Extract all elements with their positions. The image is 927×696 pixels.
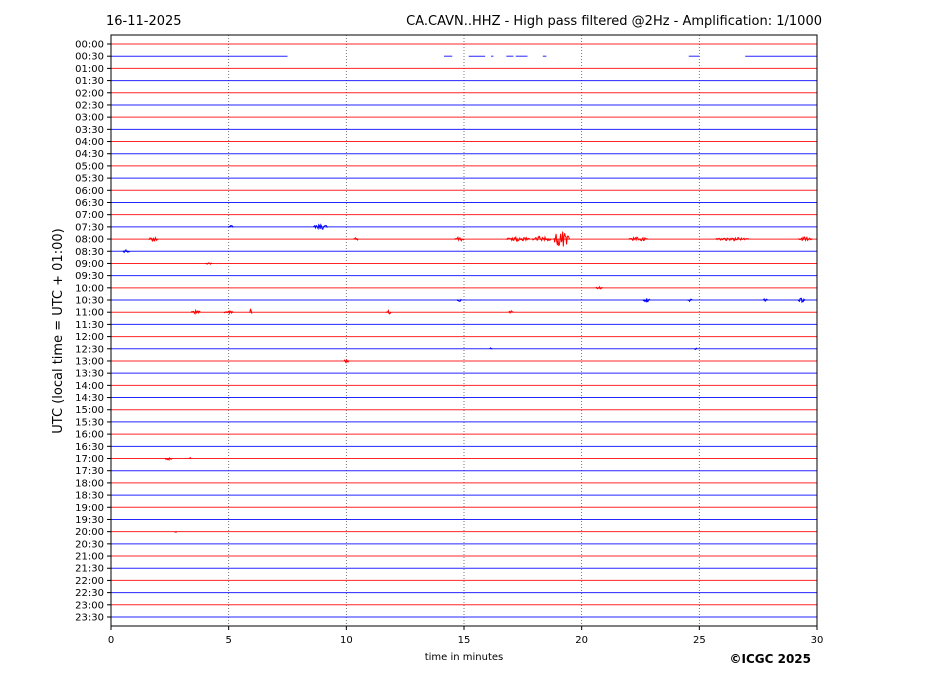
y-tick-label: 16:00 <box>75 430 104 441</box>
grid <box>228 35 700 626</box>
y-tick-label: 05:30 <box>75 174 104 185</box>
y-tick-label: 03:00 <box>75 113 104 124</box>
y-tick-label: 05:00 <box>75 161 104 172</box>
event-11:00 <box>223 310 234 315</box>
y-tick-label: 19:00 <box>75 503 104 514</box>
event-08:00 <box>797 236 813 243</box>
y-tick-label: 17:30 <box>75 466 104 477</box>
plot-frame <box>110 34 818 627</box>
y-tick-label: 18:00 <box>75 478 104 489</box>
traces <box>111 43 817 618</box>
y-tick-label: 10:00 <box>75 283 104 294</box>
event-12:30 <box>694 347 698 351</box>
event-07:30 <box>313 223 328 231</box>
event-17:00 <box>188 456 192 460</box>
y-tick-label: 17:00 <box>75 454 104 465</box>
y-tick-label: 14:00 <box>75 381 104 392</box>
y-tick-label: 11:30 <box>75 320 104 331</box>
event-10:30 <box>762 297 769 302</box>
y-tick-label: 04:30 <box>75 149 104 160</box>
y-tick-label: 00:30 <box>75 52 104 63</box>
x-tick-label: 0 <box>108 635 114 646</box>
event-07:30 <box>228 225 234 228</box>
y-tick-label: 13:00 <box>75 356 104 367</box>
y-tick-label: 00:00 <box>75 40 104 51</box>
event-08:00 <box>454 236 465 242</box>
y-tick-label: 09:30 <box>75 271 104 282</box>
event-10:00 <box>595 285 603 290</box>
y-tick-label: 01:30 <box>75 76 104 87</box>
y-tick-label: 20:00 <box>75 527 104 538</box>
y-tick-label: 12:00 <box>75 332 104 343</box>
event-11:00 <box>190 308 201 315</box>
x-axis: 0 5 10 15 20 25 30 <box>108 626 824 646</box>
event-11:00 <box>249 308 253 314</box>
event-11:00 <box>385 308 392 315</box>
event-12:30 <box>489 347 493 350</box>
y-tick-label: 20:30 <box>75 539 104 550</box>
event-10:30 <box>687 298 693 303</box>
x-tick-label: 5 <box>225 635 231 646</box>
y-tick-label: 07:00 <box>75 210 104 221</box>
y-tick-label: 12:30 <box>75 344 104 355</box>
event-13:00 <box>343 359 350 364</box>
y-tick-label: 11:00 <box>75 308 104 319</box>
y-tick-label: 06:00 <box>75 186 104 197</box>
x-tick-label: 25 <box>693 635 706 646</box>
event-08:00 <box>506 235 531 243</box>
y-tick-label: 03:30 <box>75 125 104 136</box>
event-08:00 <box>628 236 648 242</box>
date-label: 16-11-2025 <box>106 14 182 29</box>
y-tick-label: 22:30 <box>75 588 104 599</box>
y-axis-label: UTC (local time = UTC + 01:00) <box>51 228 66 433</box>
y-tick-label: 21:00 <box>75 552 104 563</box>
y-tick-label: 09:00 <box>75 259 104 270</box>
x-tick-label: 20 <box>575 635 588 646</box>
y-tick-label: 06:30 <box>75 198 104 209</box>
y-tick-label: 10:30 <box>75 296 104 307</box>
y-tick-label: 15:30 <box>75 417 104 428</box>
event-08:00 <box>148 236 159 242</box>
y-tick-label: 14:30 <box>75 393 104 404</box>
events <box>122 223 813 533</box>
event-08:00 <box>553 231 571 247</box>
event-11:00 <box>508 310 514 315</box>
y-tick-label: 15:00 <box>75 405 104 416</box>
y-tick-label: 19:30 <box>75 515 104 526</box>
event-08:00 <box>715 236 749 242</box>
event-08:00 <box>531 235 552 243</box>
event-10:30 <box>797 297 806 304</box>
event-08:00 <box>353 237 359 241</box>
y-tick-label: 08:30 <box>75 247 104 258</box>
y-tick-label: 04:00 <box>75 137 104 148</box>
y-tick-label: 18:30 <box>75 491 104 502</box>
event-17:00 <box>164 457 173 461</box>
x-tick-label: 10 <box>340 635 353 646</box>
y-tick-label: 23:00 <box>75 600 104 611</box>
event-10:30 <box>642 298 651 304</box>
y-tick-label: 22:00 <box>75 576 104 587</box>
y-tick-label: 23:30 <box>75 613 104 624</box>
y-tick-label: 01:00 <box>75 64 104 75</box>
event-08:30 <box>122 249 130 254</box>
copyright: ©ICGC 2025 <box>729 652 811 666</box>
x-tick-label: 30 <box>811 635 824 646</box>
y-tick-label: 02:30 <box>75 100 104 111</box>
x-tick-label: 15 <box>458 635 471 646</box>
y-tick-label: 13:30 <box>75 369 104 380</box>
y-tick-label: 02:00 <box>75 88 104 99</box>
chart-title: CA.CAVN..HHZ - High pass filtered @2Hz -… <box>406 14 822 29</box>
y-tick-label: 08:00 <box>75 235 104 246</box>
y-tick-label: 07:30 <box>75 222 104 233</box>
y-tick-label: 16:30 <box>75 442 104 453</box>
event-09:00 <box>204 262 213 265</box>
x-axis-label: time in minutes <box>425 652 504 663</box>
y-tick-label: 21:30 <box>75 564 104 575</box>
event-10:30 <box>456 298 462 302</box>
